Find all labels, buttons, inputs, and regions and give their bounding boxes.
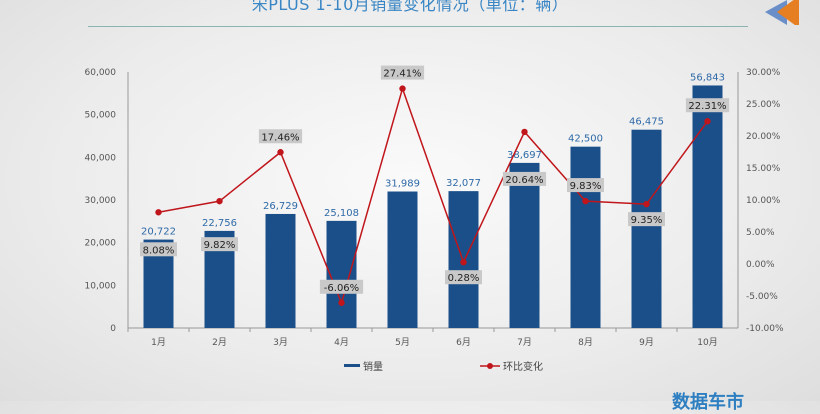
line-label-box bbox=[567, 178, 604, 193]
y-left-tick-label: 40,000 bbox=[85, 153, 117, 163]
line-label-box bbox=[628, 212, 665, 227]
x-tick-label: 5月 bbox=[395, 337, 410, 348]
line-value-label: -6.06% bbox=[324, 283, 359, 294]
line-point bbox=[277, 149, 284, 156]
line-value-label: 17.46% bbox=[261, 132, 299, 143]
bar-value-label: 22,756 bbox=[202, 218, 237, 229]
y-left-tick-label: 0 bbox=[110, 324, 116, 334]
legend-bar-swatch bbox=[344, 363, 360, 367]
line-point bbox=[582, 197, 589, 205]
line-point bbox=[643, 200, 650, 208]
corner-arrow-icon bbox=[765, 0, 799, 25]
line-value-label: 0.28% bbox=[448, 273, 480, 284]
y-right-tick-label: 10.00% bbox=[746, 196, 781, 206]
x-tick-label: 7月 bbox=[517, 337, 532, 348]
x-tick-label: 10月 bbox=[697, 337, 717, 348]
y-right-tick-label: 25.00% bbox=[746, 100, 781, 110]
line-label-box bbox=[140, 242, 177, 257]
bar-value-label: 46,475 bbox=[629, 117, 664, 128]
y-left-tick-label: 60,000 bbox=[85, 68, 117, 78]
y-left-tick-label: 20,000 bbox=[85, 239, 117, 249]
y-right-tick-label: 5.00% bbox=[746, 228, 775, 238]
line-point bbox=[399, 85, 406, 92]
y-right-tick-label: 30.00% bbox=[746, 68, 781, 78]
bar bbox=[387, 191, 418, 328]
brand-logo: 数据车市 bbox=[672, 392, 744, 413]
bar bbox=[570, 146, 601, 328]
y-left-tick-label: 30,000 bbox=[85, 196, 117, 206]
y-right-tick-label: -10.00% bbox=[746, 324, 784, 334]
bar bbox=[692, 85, 723, 328]
line-label-box bbox=[258, 129, 303, 144]
line-value-label: 9.82% bbox=[204, 240, 236, 251]
line-point bbox=[155, 209, 162, 216]
y-right-tick-label: 0.00% bbox=[746, 260, 775, 270]
bar-value-label: 20,722 bbox=[141, 227, 176, 238]
legend-item-mom: 环比变化 bbox=[480, 358, 543, 373]
legend-item-sales: 销量 bbox=[344, 358, 383, 373]
bar bbox=[631, 129, 662, 328]
bar-value-label: 25,108 bbox=[324, 208, 359, 219]
y-left-tick-label: 50,000 bbox=[85, 111, 117, 121]
x-tick-label: 2月 bbox=[212, 337, 227, 348]
legend-label: 环比变化 bbox=[503, 362, 543, 373]
x-tick-label: 8月 bbox=[578, 337, 593, 348]
legend-label: 销量 bbox=[363, 362, 383, 373]
mom-line bbox=[158, 86, 709, 306]
x-tick-label: 6月 bbox=[456, 337, 471, 348]
line-label-box bbox=[319, 279, 364, 294]
line-point bbox=[521, 128, 528, 136]
line-value-label: 9.83% bbox=[570, 181, 602, 192]
line-value-label: 8.08% bbox=[143, 245, 175, 256]
x-tick-label: 9月 bbox=[639, 337, 654, 348]
title-divider bbox=[88, 26, 748, 27]
bar-value-label: 38,697 bbox=[507, 150, 542, 161]
y-right-tick-label: 20.00% bbox=[746, 132, 781, 142]
line-value-label: 20.64% bbox=[505, 175, 543, 186]
line-label-box bbox=[380, 65, 425, 80]
y-right-tick-label: -5.00% bbox=[746, 292, 778, 302]
y-left-tick-label: 10,000 bbox=[85, 281, 117, 291]
bar bbox=[265, 213, 296, 328]
x-tick-label: 1月 bbox=[151, 337, 166, 348]
line-label-box bbox=[685, 98, 730, 113]
line-label-box bbox=[445, 270, 482, 285]
y-right-tick-label: 15.00% bbox=[746, 164, 781, 174]
bar-value-label: 42,500 bbox=[568, 134, 603, 145]
chart: 0 10,000 20,000 30,000 40,000 50,000 60,000 -10… bbox=[85, 65, 784, 348]
bar-value-label: 56,843 bbox=[690, 72, 725, 83]
line-point bbox=[338, 299, 345, 306]
bar-value-label: 26,729 bbox=[263, 201, 298, 212]
line-value-label: 22.31% bbox=[688, 101, 726, 112]
bar-value-label: 31,989 bbox=[385, 179, 420, 190]
x-tick-label: 3月 bbox=[273, 337, 288, 348]
line-point bbox=[216, 197, 223, 205]
legend-line-swatch bbox=[480, 362, 500, 369]
line-point bbox=[460, 259, 467, 266]
bar-value-label: 32,077 bbox=[446, 178, 481, 189]
line-point bbox=[704, 118, 711, 125]
bar bbox=[509, 162, 540, 328]
bar bbox=[326, 220, 357, 328]
chart-title: 宋PLUS 1-10月销量变化情况（单位：辆） bbox=[251, 0, 569, 14]
line-label-box bbox=[502, 171, 547, 186]
line-label-box bbox=[201, 237, 238, 252]
line-value-label: 9.35% bbox=[631, 215, 663, 226]
line-value-label: 27.41% bbox=[383, 69, 421, 80]
x-tick-label: 4月 bbox=[334, 337, 349, 348]
